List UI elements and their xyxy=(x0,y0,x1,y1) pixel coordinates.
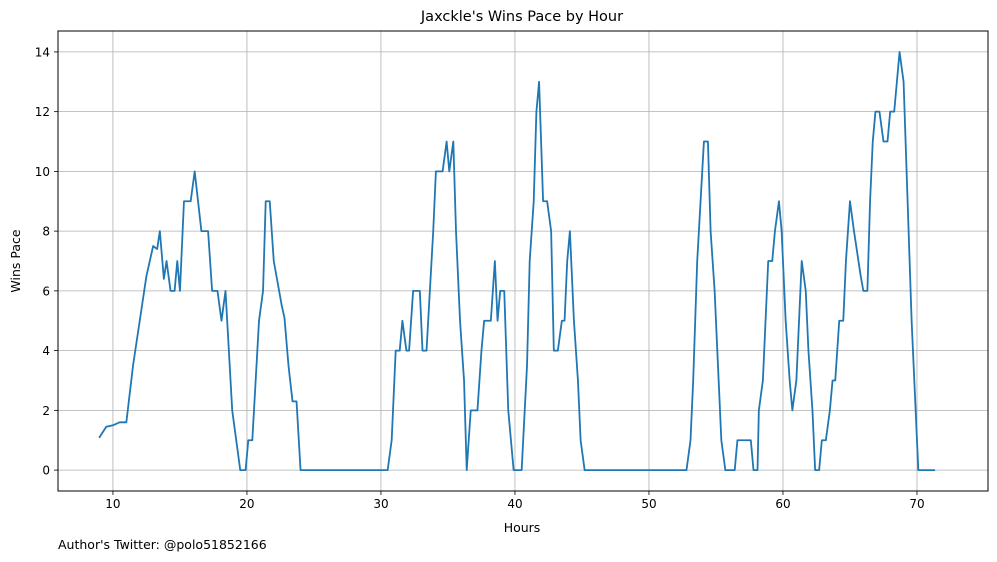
author-credit: Author's Twitter: @polo51852166 xyxy=(58,537,267,552)
x-axis-label: Hours xyxy=(504,520,541,535)
y-tick-label: 4 xyxy=(42,344,50,358)
series-layer xyxy=(98,51,936,471)
plot-frame xyxy=(57,30,989,492)
x-tick-label: 60 xyxy=(775,497,790,511)
x-tick-label: 40 xyxy=(507,497,522,511)
y-tick-label: 12 xyxy=(35,105,50,119)
x-tick-label: 70 xyxy=(909,497,924,511)
x-tick-label: 20 xyxy=(239,497,254,511)
y-tick-label: 0 xyxy=(42,464,50,478)
y-tick-label: 6 xyxy=(42,284,50,298)
chart-title: Jaxckle's Wins Pace by Hour xyxy=(420,9,623,25)
y-tick-label: 8 xyxy=(42,225,50,239)
x-tick-label: 50 xyxy=(641,497,656,511)
x-tick-label: 30 xyxy=(373,497,388,511)
grid xyxy=(58,31,988,491)
y-axis-label: Wins Pace xyxy=(8,229,23,292)
y-tick-label: 14 xyxy=(35,45,50,59)
y-tick-label: 10 xyxy=(35,165,50,179)
ticks: 10 20 30 40 50 60 70 0 2 4 6 8 10 12 14 xyxy=(35,45,925,511)
wins-pace-line xyxy=(98,51,936,471)
x-tick-label: 10 xyxy=(105,497,120,511)
y-tick-label: 2 xyxy=(42,404,50,418)
